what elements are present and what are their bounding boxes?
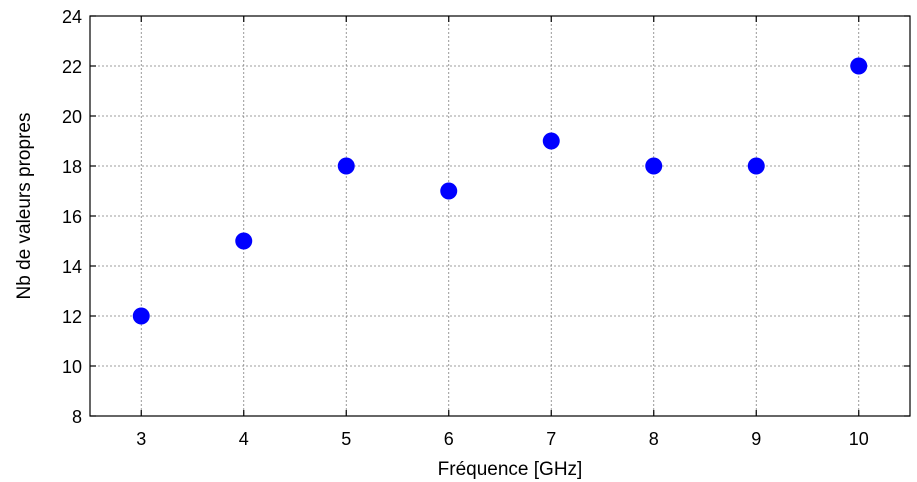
x-tick-label: 10 — [849, 429, 869, 449]
data-point — [132, 307, 150, 325]
data-point — [850, 57, 868, 75]
y-tick-label: 16 — [62, 207, 82, 227]
data-point — [235, 232, 253, 250]
y-tick-label: 8 — [72, 407, 82, 427]
data-point — [337, 157, 355, 175]
axis-ticks — [90, 15, 910, 417]
x-axis-title: Fréquence [GHz] — [438, 459, 583, 480]
y-tick-label: 24 — [62, 7, 82, 27]
y-tick-label: 10 — [62, 357, 82, 377]
x-tick-label: 8 — [649, 429, 659, 449]
x-tick-labels: 3 4 5 6 7 8 9 10 — [136, 429, 869, 449]
x-tick-label: 9 — [751, 429, 761, 449]
y-tick-label: 20 — [62, 107, 82, 127]
data-points — [132, 57, 868, 325]
y-tick-label: 18 — [62, 157, 82, 177]
grid — [90, 16, 910, 416]
data-point — [645, 157, 663, 175]
x-tick-label: 3 — [136, 429, 146, 449]
y-tick-label: 12 — [62, 307, 82, 327]
data-point — [747, 157, 765, 175]
y-tick-labels: 8 10 12 14 16 18 20 22 24 — [62, 7, 82, 427]
data-point — [542, 132, 560, 150]
data-point — [440, 182, 458, 200]
y-axis-title: Nb de valeurs propres — [14, 113, 35, 300]
x-tick-label: 6 — [444, 429, 454, 449]
x-tick-label: 4 — [239, 429, 249, 449]
x-tick-label: 7 — [546, 429, 556, 449]
y-tick-label: 22 — [62, 57, 82, 77]
y-tick-label: 14 — [62, 257, 82, 277]
x-tick-label: 5 — [341, 429, 351, 449]
